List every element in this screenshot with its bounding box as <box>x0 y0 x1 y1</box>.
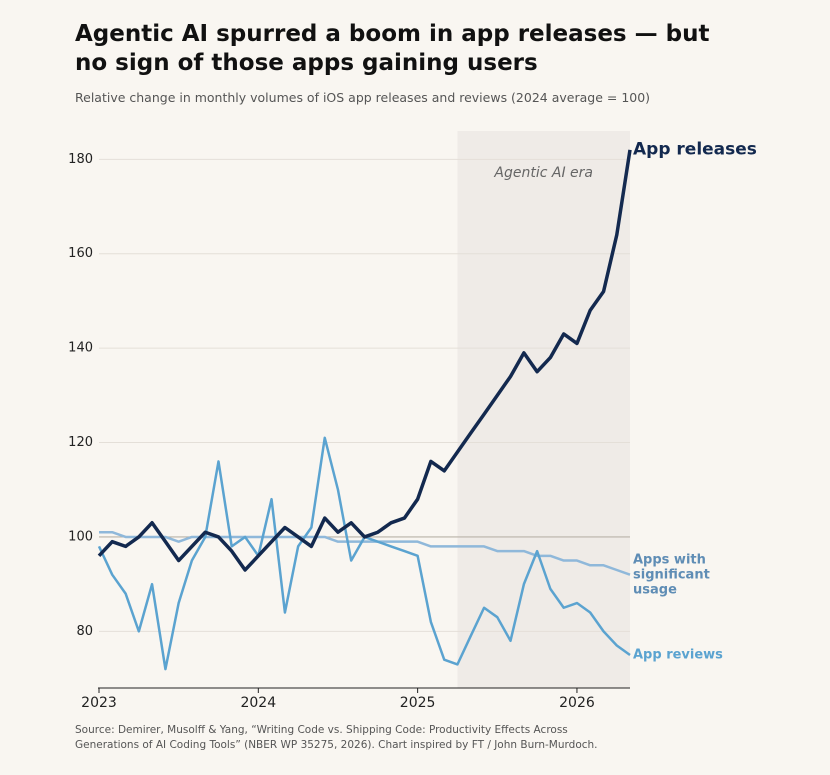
chart-subtitle: Relative change in monthly volumes of iO… <box>75 90 651 105</box>
x-tick-label: 2026 <box>559 695 595 711</box>
chart-title: Agentic AI spurred a boom in app release… <box>75 21 710 76</box>
y-tick-label: 80 <box>76 624 93 639</box>
y-tick-label: 100 <box>68 529 93 544</box>
series-line <box>97 149 632 572</box>
y-tick-label: 180 <box>68 152 93 167</box>
x-tick-label: 2024 <box>240 695 276 711</box>
series-line <box>99 530 631 576</box>
series-label: App releases <box>633 139 757 160</box>
series-label: App reviews <box>633 647 723 663</box>
source-note: Source: Demirer, Musolff & Yang, “Writin… <box>75 724 598 751</box>
era-shade <box>457 131 630 688</box>
x-tick-label: 2023 <box>81 695 117 711</box>
era-label: Agentic AI era <box>493 165 593 181</box>
y-tick-label: 160 <box>68 246 93 261</box>
y-tick-label: 120 <box>68 435 93 450</box>
y-tick-label: 140 <box>68 341 93 356</box>
series-label: Apps with significant usage <box>633 552 710 598</box>
x-tick-label: 2025 <box>400 695 436 711</box>
